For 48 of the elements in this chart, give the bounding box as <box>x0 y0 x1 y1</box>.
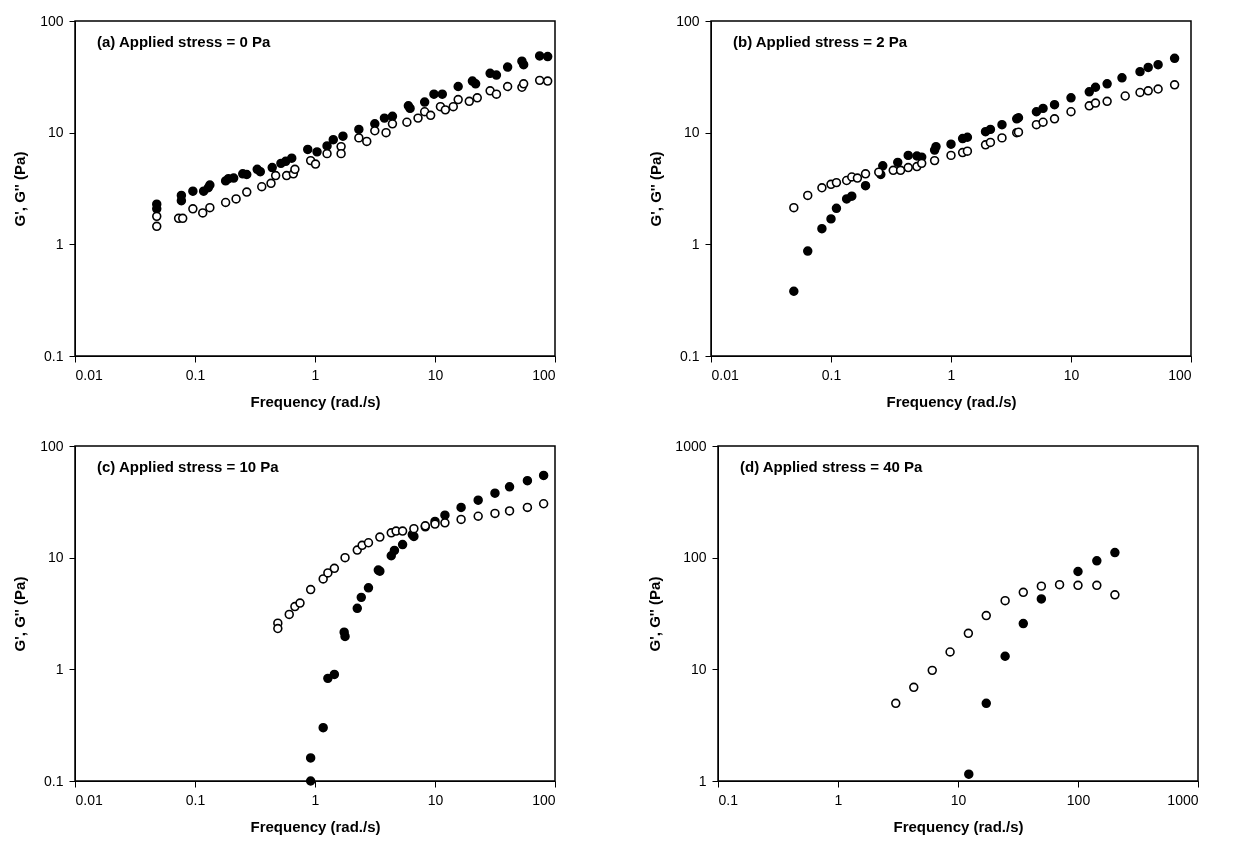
x-axis-title: Frequency (rad./s) <box>893 817 1024 835</box>
x-tick-label: 1 <box>834 791 843 808</box>
y-tick-label: 0.1 <box>680 347 700 364</box>
y-tick-label: 100 <box>40 437 64 454</box>
y-tick-label: 1 <box>698 772 707 789</box>
x-tick-label: 0.1 <box>718 791 739 808</box>
y-tick-label: 100 <box>683 549 707 566</box>
x-axis-title: Frequency (rad./s) <box>250 392 381 410</box>
x-tick-label: 1 <box>311 791 320 808</box>
x-tick-label: 10 <box>950 791 967 808</box>
x-tick-label: 10 <box>427 366 444 383</box>
y-tick-label: 1000 <box>675 437 707 454</box>
x-tick-label: 0.1 <box>185 366 206 383</box>
y-axis-title: G', G'' (Pa) <box>647 151 665 227</box>
y-axis-title: G', G'' (Pa) <box>646 576 664 652</box>
y-tick-label: 1 <box>55 660 64 677</box>
x-tick-label: 0.01 <box>75 366 103 383</box>
x-tick-label: 100 <box>1168 366 1192 383</box>
text: (c) Applied stress = 10 Pa <box>97 458 280 475</box>
x-axis-title: Frequency (rad./s) <box>250 817 381 835</box>
x-tick-label: 100 <box>532 366 556 383</box>
y-tick-label: 1 <box>691 235 700 252</box>
x-tick-label: 0.1 <box>821 366 842 383</box>
x-tick-label: 10 <box>1063 366 1080 383</box>
y-tick-label: 10 <box>47 124 64 141</box>
text: (d) Applied stress = 40 Pa <box>740 458 924 475</box>
y-axis-title: G', G'' (Pa) <box>11 151 29 227</box>
y-tick-label: 0.1 <box>44 347 64 364</box>
y-tick-label: 100 <box>676 12 700 29</box>
y-tick-label: 100 <box>40 12 64 29</box>
text: (a) Applied stress = 0 Pa <box>97 33 271 50</box>
x-tick-label: 1 <box>947 366 956 383</box>
y-tick-label: 0.1 <box>44 772 64 789</box>
y-tick-label: 10 <box>683 124 700 141</box>
x-tick-label: 1000 <box>1167 791 1199 808</box>
y-tick-label: 1 <box>55 235 64 252</box>
text: (b) Applied stress = 2 Pa <box>733 33 908 50</box>
x-tick-label: 0.01 <box>75 791 103 808</box>
x-axis-title: Frequency (rad./s) <box>886 392 1017 410</box>
x-tick-label: 100 <box>532 791 556 808</box>
x-tick-label: 0.01 <box>711 366 739 383</box>
y-axis-title: G', G'' (Pa) <box>11 576 29 652</box>
x-tick-label: 1 <box>311 366 320 383</box>
x-tick-label: 10 <box>427 791 444 808</box>
x-tick-label: 0.1 <box>185 791 206 808</box>
x-tick-label: 100 <box>1066 791 1091 808</box>
y-tick-label: 10 <box>690 660 707 677</box>
y-tick-label: 10 <box>47 549 64 566</box>
